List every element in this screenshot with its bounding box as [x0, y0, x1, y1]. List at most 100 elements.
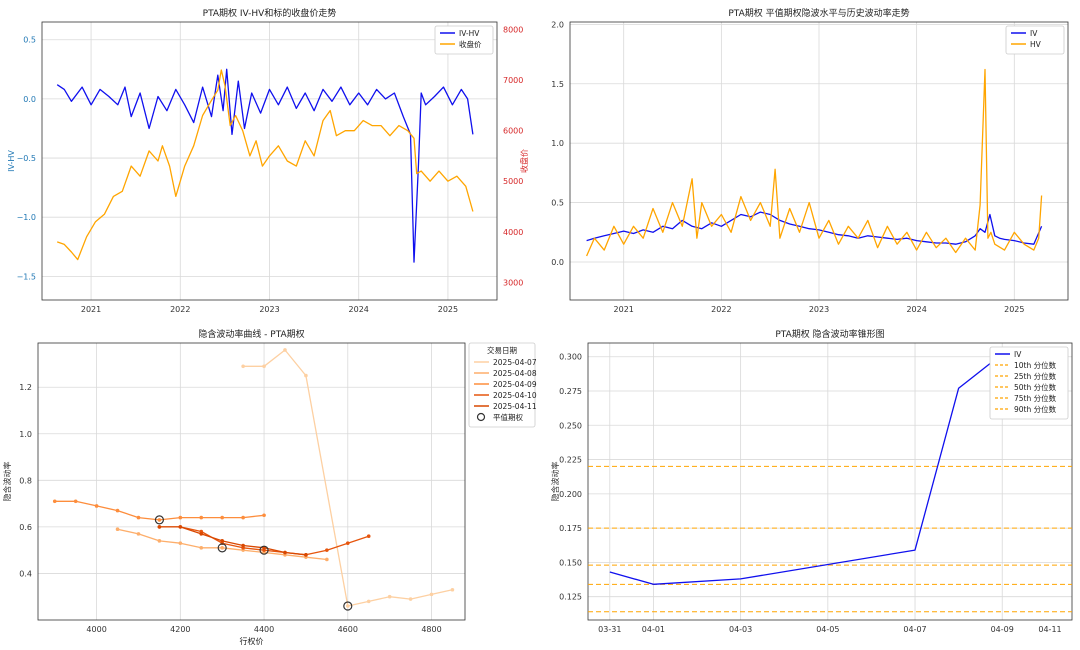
legend: 交易日期 2025-04-07 2025-04-08 2025-04-09 2025-0… [468, 342, 537, 428]
y2-tick-label: 6000 [503, 127, 523, 136]
series-point [283, 550, 287, 555]
legend-label: 75th 分位数 [1014, 393, 1057, 403]
legend-title: 交易日期 [487, 345, 517, 355]
x-tick-label: 04-03 [729, 625, 752, 634]
series-point [73, 499, 78, 504]
series-point [241, 364, 245, 369]
legend-label: IV [1030, 29, 1038, 38]
y2-tick-label: 8000 [503, 26, 523, 35]
x-tick-label: 04-05 [816, 625, 839, 634]
series-point [136, 532, 141, 536]
x-tick-label: 2022 [170, 305, 190, 314]
series-point [199, 532, 204, 536]
y-tick-label: 0.5 [23, 36, 36, 45]
series-point [94, 504, 99, 508]
x-tick-label: 2022 [711, 305, 731, 314]
series-point [262, 513, 266, 518]
y2-tick-label: 5000 [503, 177, 523, 186]
series-point [262, 546, 266, 550]
y-tick-label: 0.125 [559, 593, 582, 602]
y-tick-label: −0.5 [17, 154, 36, 163]
series-point [366, 534, 371, 539]
atm-marker [217, 543, 227, 553]
y-tick-label: 1.2 [19, 383, 32, 392]
series-line [586, 211, 1043, 245]
y-tick-label: 0.6 [19, 523, 32, 532]
series-point [450, 587, 455, 592]
y-tick-label: 0.4 [19, 569, 32, 578]
legend-label: IV-HV [459, 29, 480, 38]
legend-label: 2025-04-08 [493, 369, 537, 378]
series-point [157, 539, 162, 543]
series-point [157, 518, 162, 522]
x-tick-label: 2025 [438, 305, 458, 314]
series-point [157, 525, 162, 529]
series-line [243, 349, 453, 607]
y-tick-label: −1.5 [17, 272, 36, 281]
series-point [178, 541, 183, 545]
y2-tick-label: 7000 [503, 76, 523, 85]
y2-axis-label: 收盘价 [519, 149, 529, 173]
y-axis-label: IV-HV [7, 150, 16, 172]
x-tick-label: 2024 [906, 305, 926, 314]
legend-label: IV [1014, 350, 1022, 359]
y-tick-label: 1.5 [551, 80, 564, 89]
y-tick-label: 0.5 [551, 199, 564, 208]
legend-label: 25th 分位数 [1014, 371, 1057, 381]
y-axis-label: 隐含波动率 [2, 462, 12, 502]
legend-label: 平值期权 [493, 412, 523, 422]
chart-title: PTA期权 隐含波动率锥形图 [775, 328, 884, 340]
series-point [366, 599, 371, 604]
series-line [586, 68, 1043, 257]
series-point [387, 594, 392, 599]
series-point [220, 539, 224, 543]
plot-frame [41, 21, 498, 301]
legend-label: 90th 分位数 [1014, 404, 1057, 414]
x-tick-label: 2021 [81, 305, 101, 314]
x-tick-label: 04-01 [642, 625, 665, 634]
series-point [241, 543, 245, 548]
series-point [304, 373, 308, 378]
series-line [56, 68, 474, 263]
plot-frame [37, 342, 466, 621]
y-tick-label: −1.0 [17, 213, 36, 222]
legend-label: 2025-04-07 [493, 358, 537, 367]
series-point [199, 515, 204, 520]
y-tick-label: 1.0 [19, 430, 32, 439]
x-tick-label: 2023 [259, 305, 279, 314]
y-tick-label: 0.300 [559, 353, 582, 362]
x-tick-label: 04-11 [1038, 625, 1061, 634]
chart-title: PTA期权 IV-HV和标的收盘价走势 [203, 7, 337, 19]
series-point [304, 553, 308, 557]
legend-label: 2025-04-11 [493, 402, 537, 411]
y-tick-label: 0.275 [559, 387, 582, 396]
series-point [262, 364, 266, 369]
series-point [241, 515, 245, 520]
series-point [115, 527, 120, 532]
series-line [56, 69, 474, 261]
legend-label: 50th 分位数 [1014, 382, 1057, 392]
series-point [115, 508, 120, 513]
y-tick-label: 0.0 [23, 95, 36, 104]
series-point [345, 604, 350, 608]
y-axis-label: 隐含波动率 [550, 462, 560, 502]
legend-label: HV [1030, 40, 1042, 49]
x-tick-label: 04-07 [903, 625, 926, 634]
x-tick-label: 4800 [421, 625, 441, 634]
y-tick-label: 1.0 [551, 139, 564, 148]
y-tick-label: 0.175 [559, 524, 582, 533]
plot-frame [569, 21, 1069, 301]
series-line [159, 526, 306, 556]
series-point [325, 557, 329, 562]
y-tick-label: 0.200 [559, 490, 582, 499]
series-point [220, 515, 224, 520]
series-point [178, 525, 183, 529]
series-point [325, 548, 329, 552]
x-tick-label: 4200 [170, 625, 190, 634]
y2-tick-label: 4000 [503, 228, 523, 237]
y-tick-label: 2.0 [551, 20, 564, 29]
panel-br: PTA期权 隐含波动率锥形图 03-31 04-01 04-03 04-05 04-07 0… [550, 328, 1073, 634]
y-tick-label: 0.0 [551, 258, 564, 267]
